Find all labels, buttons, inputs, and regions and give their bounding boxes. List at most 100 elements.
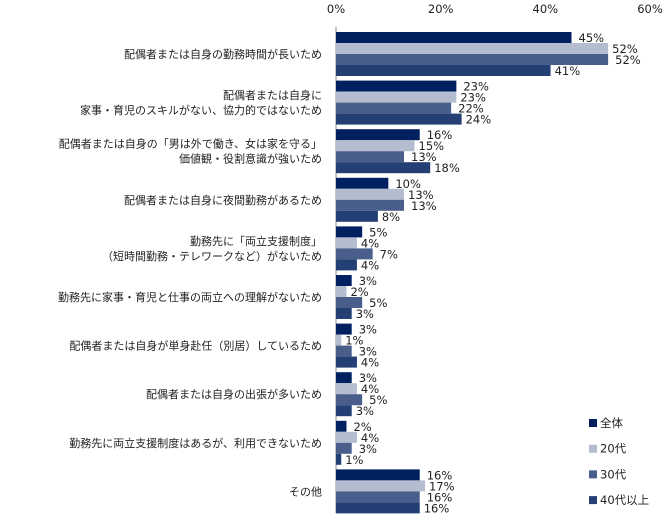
category-label: 配偶者または自身の「男は外で働き、女は家を守る」 bbox=[59, 137, 322, 151]
data-label: 13% bbox=[411, 150, 437, 164]
data-label: 4% bbox=[361, 236, 379, 250]
category-label: 配偶者または自身が単身赴任（別居）しているため bbox=[69, 339, 322, 353]
bar bbox=[336, 210, 378, 222]
data-label: 15% bbox=[419, 139, 445, 153]
bar bbox=[336, 431, 357, 443]
bar bbox=[336, 80, 457, 92]
data-label: 5% bbox=[369, 225, 387, 239]
data-label: 23% bbox=[460, 91, 486, 105]
data-label: 1% bbox=[345, 453, 363, 467]
bar bbox=[336, 502, 420, 514]
data-label: 3% bbox=[356, 307, 374, 321]
bar bbox=[336, 394, 363, 406]
bar bbox=[336, 334, 342, 346]
data-label: 23% bbox=[463, 80, 489, 94]
data-label: 4% bbox=[361, 356, 379, 370]
data-label: 8% bbox=[382, 210, 400, 224]
bar bbox=[336, 372, 352, 384]
legend-label: 30代 bbox=[600, 467, 627, 481]
x-tick-label: 0% bbox=[327, 2, 345, 16]
category-label: 価値観・役割意識が強いため bbox=[179, 152, 322, 166]
data-label: 4% bbox=[361, 382, 379, 396]
bar bbox=[336, 113, 462, 125]
bar bbox=[336, 442, 352, 454]
data-label: 16% bbox=[427, 128, 453, 142]
data-label: 3% bbox=[359, 371, 377, 385]
bar bbox=[336, 140, 415, 152]
bar bbox=[336, 275, 352, 286]
category-label: 勤務先に「両立支援制度」 bbox=[190, 234, 322, 248]
legend-label: 全体 bbox=[600, 416, 623, 430]
x-tick-label: 40% bbox=[533, 2, 559, 16]
data-label: 3% bbox=[359, 274, 377, 288]
bar bbox=[336, 91, 457, 103]
bar bbox=[336, 43, 609, 54]
bar bbox=[336, 420, 347, 432]
legend-label: 40代以上 bbox=[600, 493, 649, 507]
bar bbox=[336, 453, 342, 465]
data-label: 4% bbox=[361, 258, 379, 272]
legend-swatch bbox=[589, 470, 597, 479]
bar bbox=[336, 345, 352, 357]
data-label: 52% bbox=[612, 42, 638, 56]
data-label: 52% bbox=[615, 53, 641, 67]
legend-swatch bbox=[589, 496, 597, 505]
data-label: 45% bbox=[579, 31, 605, 45]
data-label: 1% bbox=[345, 334, 363, 348]
data-label: 13% bbox=[411, 199, 437, 213]
category-label: 配偶者または自身の勤務時間が長いため bbox=[124, 47, 322, 61]
bar bbox=[336, 383, 357, 395]
data-label: 2% bbox=[353, 420, 371, 434]
bar bbox=[336, 199, 405, 211]
legend-label: 20代 bbox=[600, 442, 627, 456]
x-tick-label: 20% bbox=[428, 2, 454, 16]
data-label: 7% bbox=[380, 247, 398, 261]
bar bbox=[336, 188, 405, 200]
data-label: 16% bbox=[427, 490, 453, 504]
bar bbox=[336, 129, 420, 141]
data-label: 13% bbox=[408, 188, 434, 202]
category-label: 家事・育児のスキルがない、協力的ではないため bbox=[80, 103, 322, 117]
bar bbox=[336, 480, 425, 492]
bar bbox=[336, 226, 363, 238]
bar bbox=[336, 297, 363, 308]
bar bbox=[336, 286, 347, 297]
data-label: 3% bbox=[359, 442, 377, 456]
bar bbox=[336, 356, 357, 368]
bar bbox=[336, 151, 405, 163]
data-label: 10% bbox=[395, 177, 421, 191]
data-label: 17% bbox=[429, 479, 455, 493]
bar bbox=[336, 237, 357, 249]
bar bbox=[336, 248, 373, 260]
data-label: 18% bbox=[434, 161, 460, 175]
bar bbox=[336, 323, 352, 335]
data-label: 41% bbox=[555, 64, 581, 78]
category-label: その他 bbox=[289, 485, 322, 498]
data-label: 24% bbox=[466, 113, 492, 127]
data-label: 5% bbox=[369, 393, 387, 407]
bar bbox=[336, 54, 609, 65]
bar bbox=[336, 32, 572, 43]
bar bbox=[336, 308, 352, 319]
bar bbox=[336, 491, 420, 503]
x-tick-label: 60% bbox=[637, 2, 663, 16]
bar bbox=[336, 177, 389, 189]
data-label: 3% bbox=[359, 345, 377, 359]
category-label: 勤務先に両立支援制度はあるが、利用できないため bbox=[69, 436, 322, 450]
category-label: 勤務先に家事・育児と仕事の両立への理解がないため bbox=[58, 290, 322, 304]
category-label: （短時間勤務・テレワークなど）がないため bbox=[102, 249, 322, 263]
bar bbox=[336, 259, 357, 271]
data-label: 3% bbox=[356, 404, 374, 418]
category-label: 配偶者または自身に夜間勤務があるため bbox=[124, 193, 322, 207]
data-label: 16% bbox=[427, 468, 453, 482]
bar bbox=[336, 469, 420, 481]
bar bbox=[336, 65, 551, 76]
data-label: 2% bbox=[350, 285, 368, 299]
data-label: 22% bbox=[458, 102, 484, 116]
data-label: 3% bbox=[359, 323, 377, 337]
category-label: 配偶者または自身の出張が多いため bbox=[146, 387, 322, 401]
bar bbox=[336, 162, 431, 174]
data-label: 16% bbox=[424, 501, 450, 515]
